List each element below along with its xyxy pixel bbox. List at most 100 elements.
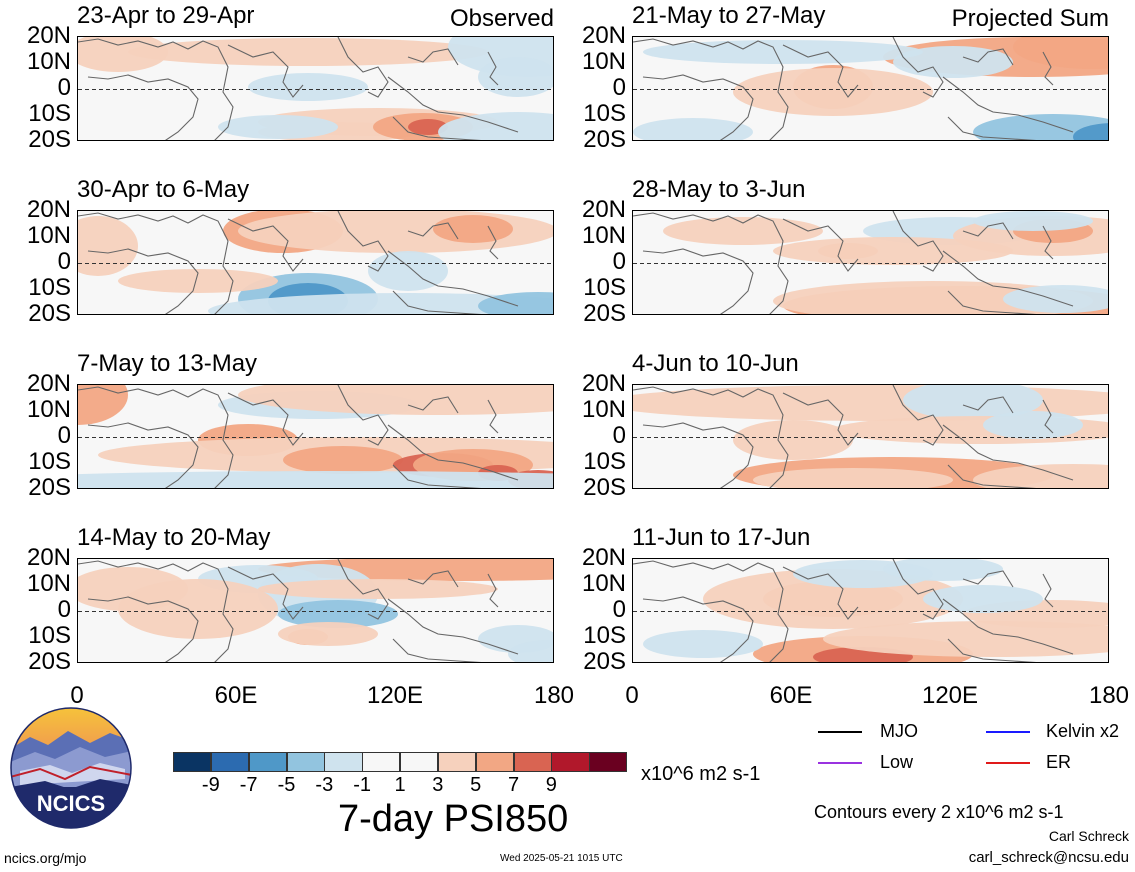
colorbar-units: x10^6 m2 s-1: [641, 763, 761, 785]
coastline: [487, 399, 499, 434]
coastline: [633, 560, 789, 662]
latitude-label: 10S: [583, 100, 626, 127]
legend-label-low: Low: [880, 752, 914, 772]
longitude-label: 0: [70, 682, 84, 709]
coastline: [782, 392, 859, 446]
coastline: [227, 566, 304, 620]
coastline: [337, 37, 389, 98]
anomaly-region: [128, 38, 488, 66]
anomaly-region: [973, 211, 1093, 231]
coastline: [227, 218, 304, 272]
longitude-label: 180: [533, 682, 575, 709]
latitude-label: 10N: [581, 222, 626, 249]
longitude-label: 180: [1088, 682, 1130, 709]
coastline: [87, 248, 199, 314]
panel-date-range: 11-Jun to 17-Jun: [632, 524, 811, 551]
latitude-label: 0: [57, 596, 71, 623]
coastline: [633, 212, 789, 314]
coastline: [387, 76, 519, 133]
anomaly-map: [78, 37, 553, 140]
latitude-label: 20N: [26, 370, 71, 397]
legend-line-low: [818, 762, 862, 764]
latitude-label: 10S: [583, 448, 626, 475]
coastline: [392, 464, 482, 488]
coastline: [337, 559, 389, 620]
anomaly-region: [278, 622, 378, 646]
latitude-label: 20N: [581, 544, 626, 571]
anomaly-region: [973, 464, 1108, 488]
legend-line-er: [986, 762, 1030, 764]
anomaly-region: [973, 114, 1108, 140]
coastline: [942, 250, 1074, 307]
anomaly-region: [78, 216, 138, 276]
colorbar-tick-label: 7: [507, 774, 520, 796]
coastline: [407, 570, 459, 588]
coastline: [1042, 51, 1054, 86]
colorbar-tick-label: 1: [394, 774, 406, 796]
longitude-label: 0: [625, 682, 639, 709]
latitude-label: 10S: [583, 622, 626, 649]
anomaly-region: [208, 293, 553, 314]
colorbar-tick-label: -3: [315, 774, 334, 796]
coastline: [942, 598, 1074, 655]
map-panel: [77, 36, 554, 141]
timestamp: Wed 2025-05-21 1015 UTC: [500, 853, 623, 864]
colorbar-tick-label: -9: [201, 774, 220, 796]
anomaly-map: [633, 37, 1108, 140]
coastline: [227, 44, 304, 98]
anomaly-map: [633, 559, 1108, 662]
coastline: [642, 422, 754, 488]
latitude-label: 10S: [28, 448, 71, 475]
coastline: [947, 638, 1037, 662]
colorbar-swatch: [513, 752, 552, 772]
latitude-label: 10S: [28, 274, 71, 301]
panel-date-range: 30-Apr to 6-May: [77, 176, 250, 203]
anomaly-map: [633, 385, 1108, 488]
coastline: [407, 396, 459, 414]
coastline: [962, 222, 1014, 240]
anomaly-region: [478, 57, 553, 97]
latitude-label: 20S: [583, 474, 626, 501]
coastline: [892, 385, 944, 446]
coastline: [782, 566, 859, 620]
colorbar-tick-label: -1: [353, 774, 372, 796]
colorbar-swatch: [173, 752, 212, 772]
anomaly-region: [508, 640, 553, 662]
anomaly-region: [78, 567, 188, 611]
longitude-label: 60E: [214, 682, 258, 709]
coastline: [947, 464, 1037, 488]
map-panel: [632, 384, 1109, 489]
coastline: [407, 222, 459, 240]
colorbar-swatch: [475, 752, 514, 772]
anomaly-region: [248, 73, 368, 101]
anomaly-region: [438, 112, 553, 140]
coastline: [942, 76, 1074, 133]
coastline: [487, 225, 499, 260]
map-panel: [632, 36, 1109, 141]
anomaly-region: [78, 37, 168, 72]
latitude-label: 20S: [28, 474, 71, 501]
colorbar-swatch: [210, 752, 250, 772]
anomaly-region: [1013, 37, 1108, 69]
colorbar-tick-label: -5: [277, 774, 296, 796]
anomaly-region: [278, 600, 398, 628]
logo-text: NCICS: [37, 791, 105, 816]
latitude-label: 20N: [26, 22, 71, 49]
anomaly-region: [733, 420, 853, 460]
longitude-label: 60E: [769, 682, 813, 709]
latitude-label: 0: [612, 74, 626, 101]
coastline: [337, 385, 389, 446]
panel-tag: Projected Sum: [951, 5, 1109, 32]
anomaly-region: [903, 385, 1043, 420]
coastline: [1042, 399, 1054, 434]
coastline: [782, 218, 859, 272]
coastline: [387, 250, 519, 307]
coastline: [892, 211, 944, 272]
map-panel: [77, 558, 554, 663]
legend-label-mjo: MJO: [880, 721, 918, 741]
latitude-label: 20S: [583, 300, 626, 327]
colorbar-swatch: [286, 752, 325, 772]
site-url[interactable]: ncics.org/mjo: [4, 850, 87, 866]
anomaly-map: [78, 559, 553, 662]
latitude-label: 20N: [581, 196, 626, 223]
